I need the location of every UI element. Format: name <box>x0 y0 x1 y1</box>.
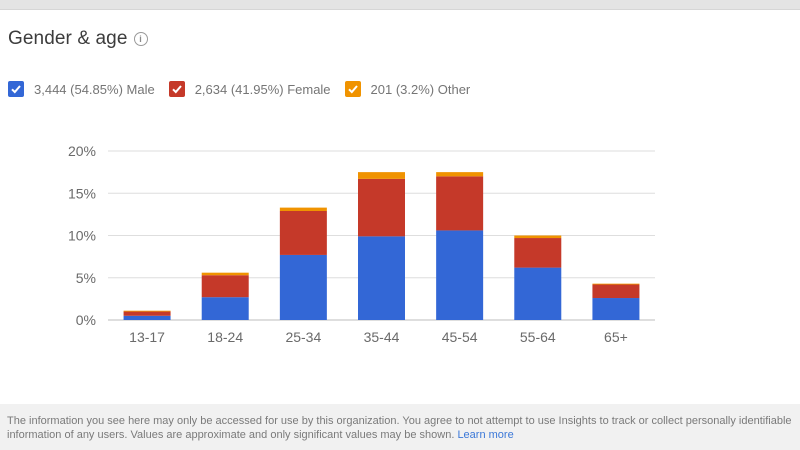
bar-male-18-24 <box>201 297 249 320</box>
checkbox-other[interactable] <box>344 81 361 97</box>
learn-more-link[interactable]: Learn more <box>457 429 514 441</box>
checkbox-female[interactable] <box>168 81 185 97</box>
bar-female-65+ <box>592 284 640 299</box>
bar-male-45-54 <box>436 230 484 320</box>
legend-item-female[interactable]: 2,634 (41.95%) Female <box>168 81 331 97</box>
x-tick-label: 13-17 <box>129 329 165 345</box>
x-tick-label: 65+ <box>604 329 628 345</box>
x-tick-label: 25-34 <box>285 329 321 345</box>
x-tick-label: 35-44 <box>364 329 400 345</box>
legend-label-female: 2,634 (41.95%) Female <box>194 81 331 97</box>
title-row: Gender & age i <box>8 28 148 50</box>
legend: 3,444 (54.85%) Male 2,634 (41.95%) Femal… <box>8 81 484 97</box>
bar-male-25-34 <box>279 254 327 320</box>
bar-female-18-24 <box>201 275 249 298</box>
bar-male-55-64 <box>514 267 562 320</box>
legend-item-other[interactable]: 201 (3.2%) Other <box>344 81 471 97</box>
legend-label-other: 201 (3.2%) Other <box>370 81 471 97</box>
y-tick-label: 5% <box>76 270 96 286</box>
x-tick-label: 18-24 <box>207 329 243 345</box>
bar-other-55-64 <box>514 235 562 239</box>
checkbox-male[interactable] <box>8 81 24 97</box>
y-tick-label: 20% <box>68 143 96 159</box>
checkmark-icon <box>347 85 358 94</box>
info-icon[interactable]: i <box>133 32 148 46</box>
bar-other-35-44 <box>358 172 405 179</box>
bar-female-13-17 <box>123 311 171 316</box>
bar-male-65+ <box>592 298 640 320</box>
bar-female-25-34 <box>279 210 327 255</box>
top-strip <box>0 0 800 10</box>
bar-male-35-44 <box>358 236 405 320</box>
bar-other-18-24 <box>201 272 249 276</box>
y-tick-label: 0% <box>76 312 96 328</box>
x-tick-label: 45-54 <box>442 329 478 345</box>
bar-female-45-54 <box>436 176 484 231</box>
checkmark-icon <box>11 85 21 94</box>
bar-other-45-54 <box>436 172 484 177</box>
y-tick-label: 15% <box>68 185 96 201</box>
bar-female-55-64 <box>514 238 562 268</box>
stacked-bar-chart: 0% 5% 10% 15% 20% 13-17 18-24 25-34 35-44 45-54 55… <box>68 143 655 345</box>
legend-label-male: 3,444 (54.85%) Male <box>34 81 155 97</box>
bar-other-65+ <box>592 283 640 285</box>
footer-text: The information you see here may only be… <box>7 415 792 441</box>
bar-female-35-44 <box>358 178 405 237</box>
legend-item-male[interactable]: 3,444 (54.85%) Male <box>8 81 155 97</box>
bar-other-25-34 <box>279 207 327 211</box>
page-title: Gender & age <box>8 28 128 49</box>
x-tick-label: 55-64 <box>520 329 556 345</box>
bar-male-13-17 <box>123 315 171 320</box>
checkmark-icon <box>171 85 182 94</box>
bar-other-13-17 <box>123 310 171 312</box>
y-tick-label: 10% <box>68 228 96 244</box>
footer-disclaimer: The information you see here may only be… <box>7 414 793 442</box>
